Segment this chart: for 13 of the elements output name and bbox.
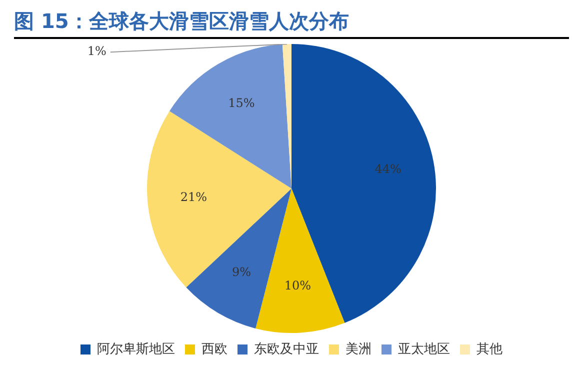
legend-label: 东欧及中亚 <box>254 341 319 356</box>
data-label: 21% <box>180 190 208 204</box>
data-label: 9% <box>232 265 252 280</box>
chart-title: 图 15：全球各大滑雪区滑雪人次分布 <box>14 8 569 39</box>
data-label: 44% <box>374 162 402 176</box>
legend-label: 亚太地区 <box>398 341 450 356</box>
legend-label: 美洲 <box>346 341 372 356</box>
legend-label: 其他 <box>476 341 502 356</box>
data-label: 15% <box>228 96 255 110</box>
legend-label: 阿尔卑斯地区 <box>97 341 175 356</box>
data-label: 1% <box>87 44 106 58</box>
data-label: 10% <box>284 278 312 293</box>
legend-label: 西欧 <box>202 341 228 356</box>
